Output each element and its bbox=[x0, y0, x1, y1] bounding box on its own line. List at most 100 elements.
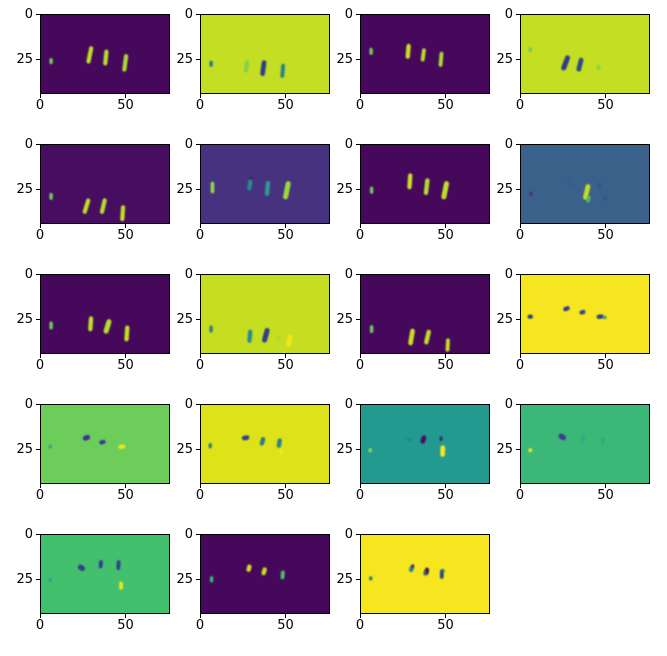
activation-blob bbox=[368, 448, 373, 453]
y-tick-mark bbox=[356, 58, 360, 60]
subplot-r5-c1: 0 25 0 50 bbox=[16, 528, 170, 632]
activation-blob bbox=[597, 182, 601, 189]
x-tick-label: 50 bbox=[437, 488, 454, 503]
activation-blob bbox=[600, 437, 605, 446]
activation-blob bbox=[423, 570, 427, 576]
feature-map-image bbox=[200, 144, 330, 224]
subplot-r5-c3: 0 25 0 50 bbox=[336, 528, 490, 632]
y-tick-label: 0 bbox=[24, 136, 33, 152]
x-tick-label: 0 bbox=[35, 98, 45, 113]
y-tick-mark bbox=[36, 448, 40, 450]
feature-map-image bbox=[200, 404, 330, 484]
subplot-r1-c2: 0 25 0 50 bbox=[176, 8, 330, 112]
activation-blob bbox=[103, 49, 109, 66]
subplot-r2-c2: 0 25 0 50 bbox=[176, 138, 330, 242]
activation-blob bbox=[369, 325, 374, 334]
y-tick-mark bbox=[516, 144, 520, 145]
x-tick-mark bbox=[360, 484, 361, 488]
y-tick-mark bbox=[356, 274, 360, 275]
subplot-r1-c4: 0 25 0 50 bbox=[496, 8, 650, 112]
y-tick-mark bbox=[516, 318, 520, 320]
activation-blob bbox=[579, 309, 586, 315]
activation-blob bbox=[424, 329, 431, 345]
y-tick-mark bbox=[196, 448, 200, 450]
heatmap-background bbox=[41, 275, 169, 353]
x-tick-label: 0 bbox=[195, 618, 205, 633]
x-tick-mark bbox=[40, 224, 41, 228]
x-tick-mark bbox=[40, 484, 41, 488]
feature-map-image bbox=[200, 14, 330, 94]
y-tick-label: 25 bbox=[336, 571, 353, 587]
activation-blob bbox=[243, 60, 250, 73]
y-tick-mark bbox=[516, 404, 520, 405]
y-tick-label: 25 bbox=[16, 181, 33, 197]
x-tick-label: 0 bbox=[515, 228, 525, 243]
heatmap-background bbox=[41, 145, 169, 223]
activation-blob bbox=[99, 198, 107, 214]
x-tick-label: 50 bbox=[437, 98, 454, 113]
activation-blob bbox=[529, 191, 533, 196]
subplot-r3-c1: 0 25 0 50 bbox=[16, 268, 170, 372]
y-tick-label: 0 bbox=[24, 266, 33, 282]
x-tick-mark bbox=[125, 354, 127, 358]
activation-blob bbox=[558, 433, 567, 441]
feature-map-image bbox=[520, 404, 650, 484]
activation-blob bbox=[369, 576, 373, 581]
activation-blob bbox=[283, 181, 291, 200]
heatmap-background bbox=[201, 145, 329, 223]
y-tick-label: 25 bbox=[16, 311, 33, 327]
heatmap-background bbox=[361, 405, 489, 483]
y-tick-mark bbox=[356, 318, 360, 320]
x-tick-mark bbox=[125, 484, 127, 488]
x-tick-mark bbox=[200, 484, 201, 488]
activation-blob bbox=[49, 192, 53, 200]
y-tick-label: 25 bbox=[336, 311, 353, 327]
activation-blob bbox=[369, 47, 373, 55]
feature-map-image bbox=[40, 144, 170, 224]
y-tick-mark bbox=[36, 188, 40, 190]
x-tick-mark bbox=[445, 484, 447, 488]
activation-blob bbox=[241, 435, 250, 441]
x-tick-label: 50 bbox=[437, 618, 454, 633]
y-tick-mark bbox=[36, 578, 40, 580]
subplot-r5-c2: 0 25 0 50 bbox=[176, 528, 330, 632]
activation-blob bbox=[247, 179, 253, 191]
x-tick-label: 50 bbox=[277, 358, 294, 373]
activation-blob bbox=[99, 439, 106, 445]
y-tick-label: 25 bbox=[176, 311, 193, 327]
x-tick-label: 0 bbox=[35, 618, 45, 633]
feature-map-image bbox=[200, 274, 330, 354]
x-tick-label: 0 bbox=[195, 98, 205, 113]
y-tick-label: 0 bbox=[184, 266, 193, 282]
activation-blob bbox=[420, 48, 426, 62]
activation-blob bbox=[116, 560, 121, 571]
activation-blob bbox=[49, 57, 53, 65]
activation-blob bbox=[563, 306, 570, 312]
activation-blob bbox=[120, 205, 126, 222]
x-tick-mark bbox=[445, 224, 447, 228]
feature-map-image bbox=[360, 404, 490, 484]
activation-blob bbox=[279, 448, 283, 454]
activation-blob bbox=[423, 178, 430, 196]
activation-blob bbox=[276, 438, 282, 448]
heatmap-background bbox=[201, 15, 329, 93]
activation-blob bbox=[262, 327, 270, 343]
y-tick-label: 25 bbox=[496, 51, 513, 67]
x-tick-mark bbox=[200, 94, 201, 98]
x-tick-mark bbox=[445, 614, 447, 618]
x-tick-label: 0 bbox=[515, 488, 525, 503]
y-tick-label: 0 bbox=[504, 6, 513, 22]
y-tick-mark bbox=[516, 188, 520, 190]
x-tick-label: 50 bbox=[437, 228, 454, 243]
activation-blob bbox=[82, 434, 91, 441]
activation-blob bbox=[280, 63, 286, 78]
heatmap-background bbox=[521, 145, 649, 223]
x-tick-mark bbox=[285, 354, 287, 358]
x-tick-label: 0 bbox=[355, 98, 365, 113]
y-tick-label: 25 bbox=[176, 181, 193, 197]
y-tick-label: 0 bbox=[24, 6, 33, 22]
y-tick-mark bbox=[36, 274, 40, 275]
subplot-r4-c2: 0 25 0 50 bbox=[176, 398, 330, 502]
x-tick-label: 0 bbox=[355, 228, 365, 243]
y-tick-label: 0 bbox=[504, 136, 513, 152]
